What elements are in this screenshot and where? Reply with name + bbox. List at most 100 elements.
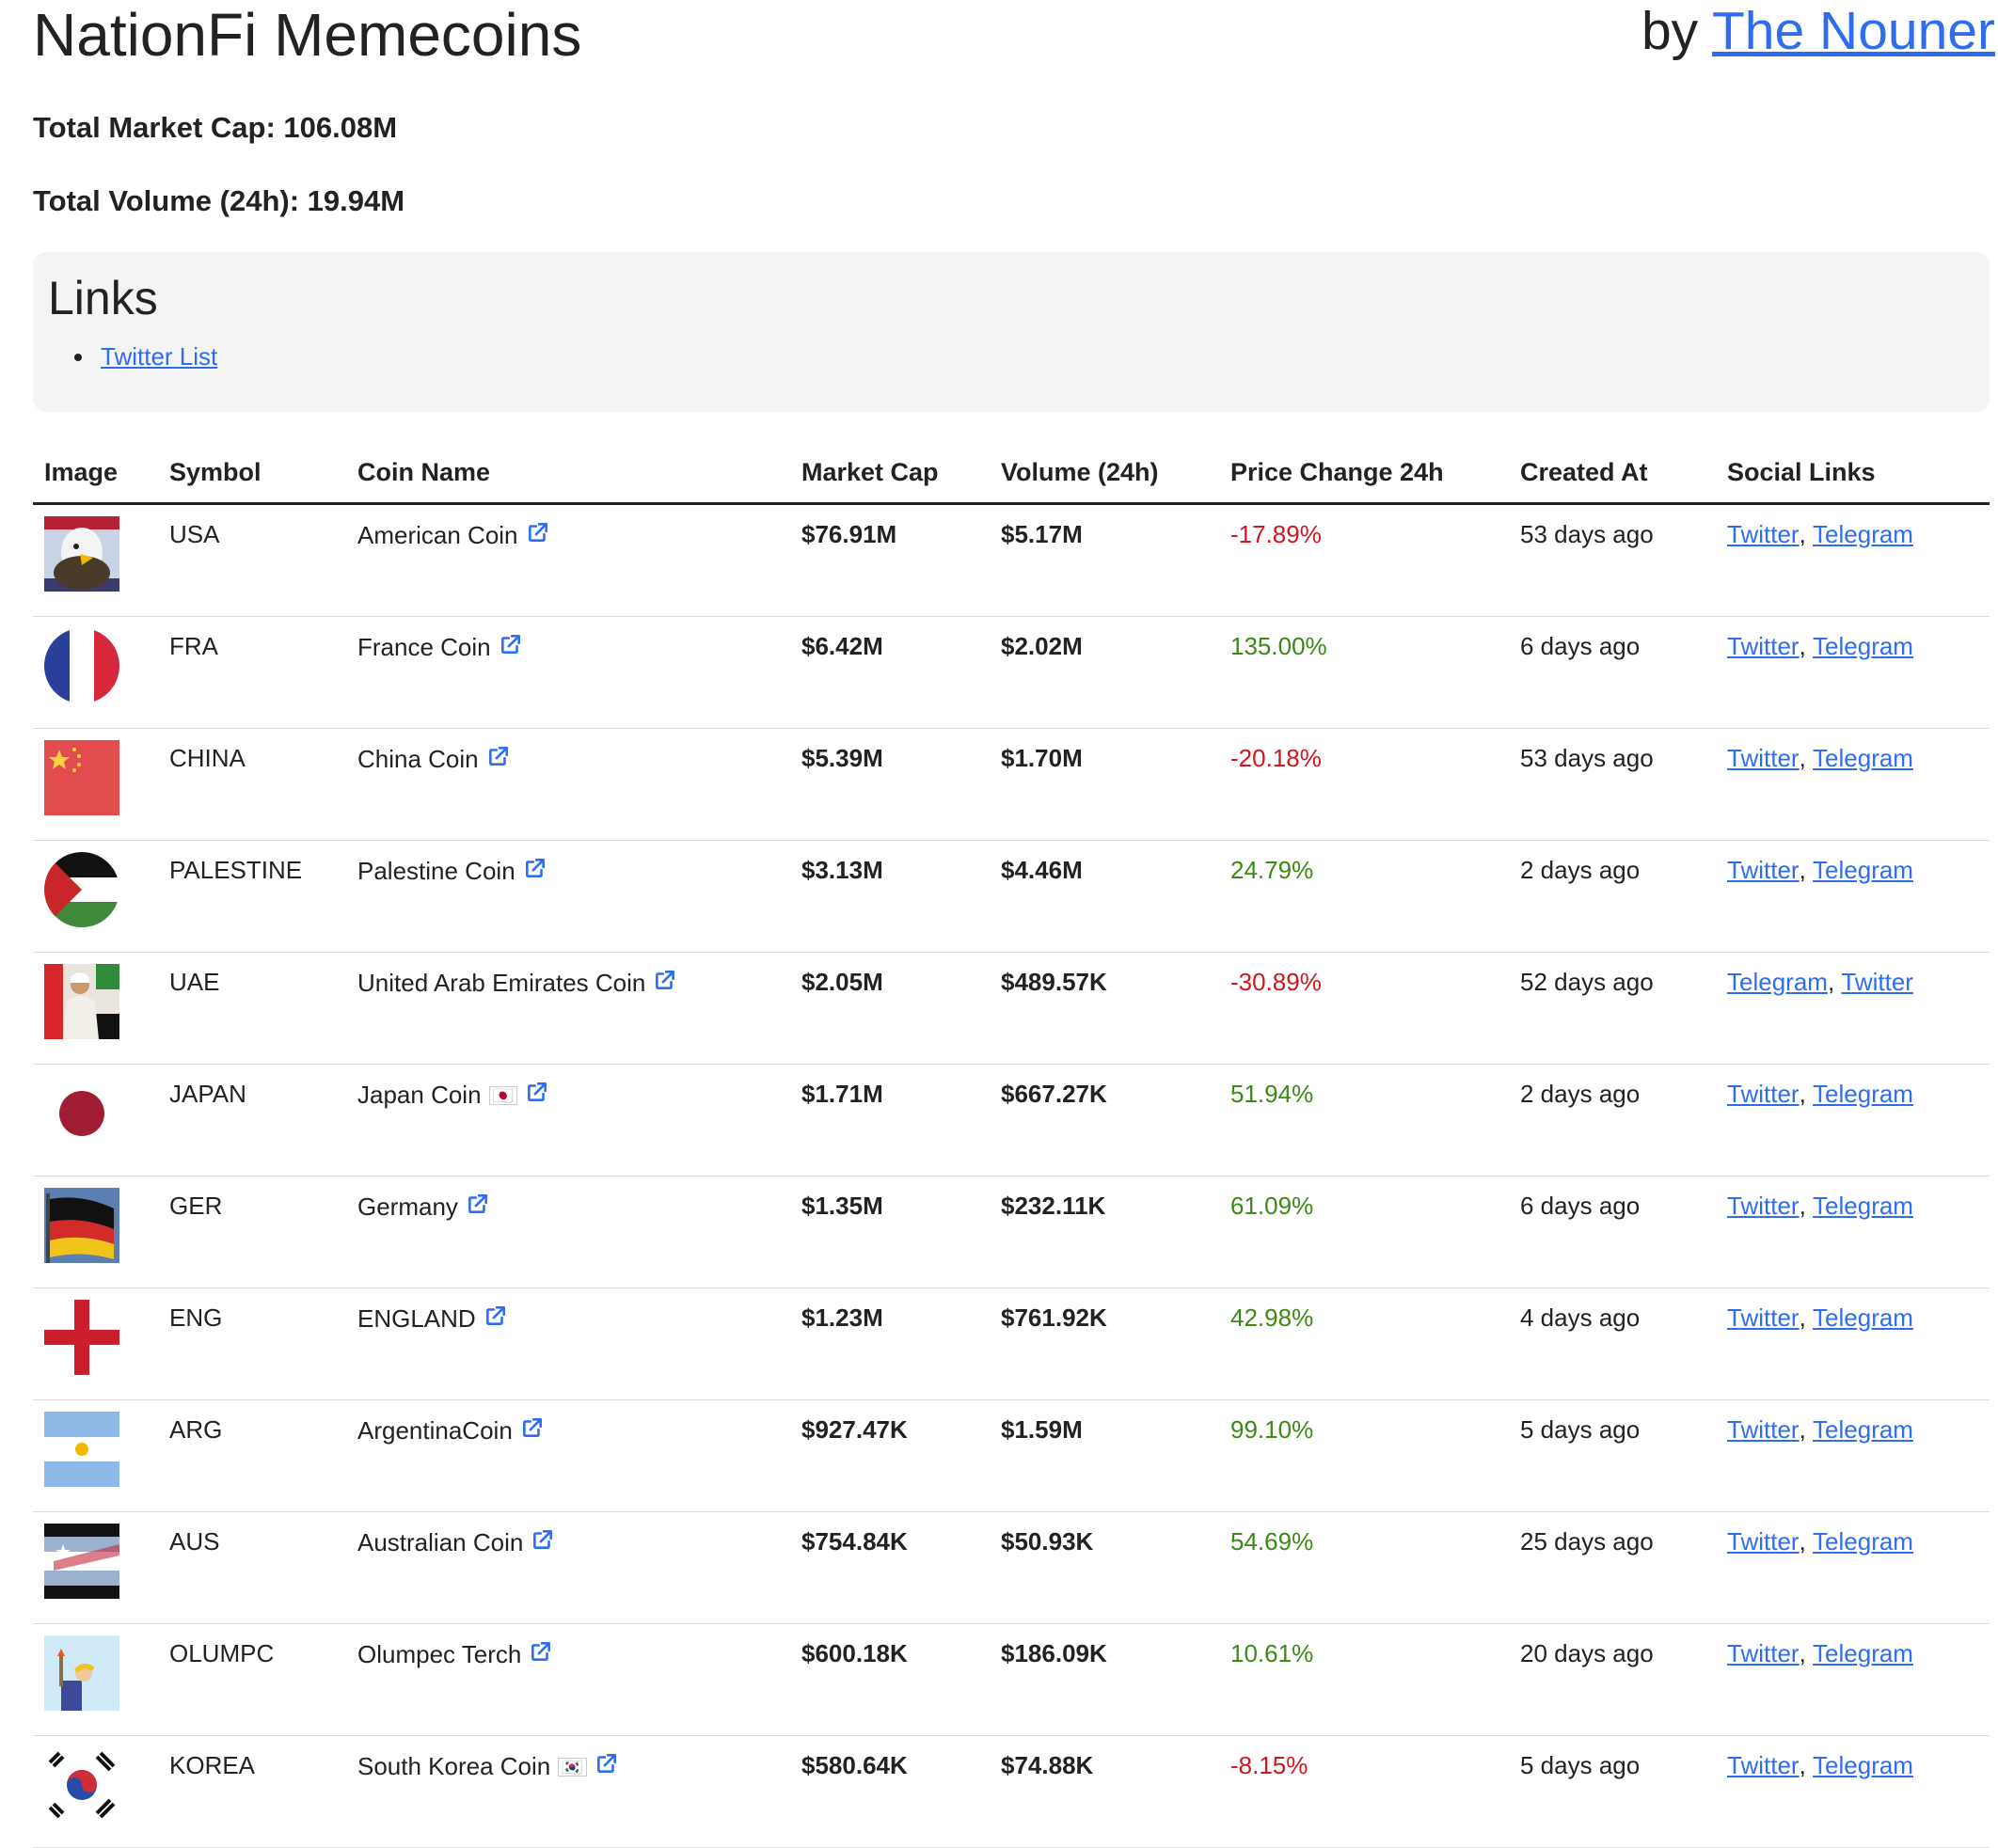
coin-name-cell: Germany	[346, 1176, 790, 1288]
price-change-cell: -20.18%	[1219, 728, 1509, 841]
col-header-volume: Volume (24h)	[990, 442, 1219, 505]
volume-value: $2.02M	[1001, 632, 1083, 660]
social-link-twitter[interactable]: Twitter	[1727, 856, 1800, 884]
market-cap-cell: $1.23M	[790, 1287, 990, 1400]
social-link-telegram[interactable]: Telegram	[1727, 968, 1828, 996]
external-link-icon[interactable]	[523, 856, 547, 887]
created-at-cell: 2 days ago	[1509, 1064, 1716, 1177]
social-link-telegram[interactable]: Telegram	[1813, 856, 1913, 884]
social-links-cell: Twitter, Telegram	[1716, 1511, 1990, 1624]
eagle-flag-image	[44, 516, 147, 592]
price-change-value: -20.18%	[1230, 744, 1322, 772]
coin-name: Olumpec Terch	[357, 1640, 522, 1668]
table-row: JAPAN Japan Coin 🇯🇵 $1.71M $667.27K 51.94% 2 d…	[33, 1064, 1990, 1177]
page: NationFi Memecoins by The Nouner Total M…	[33, 0, 1995, 1848]
external-link-icon[interactable]	[653, 968, 677, 999]
coin-symbol: OLUMPC	[169, 1639, 275, 1667]
market-cap-value: $600.18K	[801, 1639, 908, 1667]
external-link-icon[interactable]	[520, 1415, 545, 1446]
coin-image-cell	[33, 952, 158, 1065]
market-cap-value: $2.05M	[801, 968, 883, 996]
created-at-cell: 53 days ago	[1509, 728, 1716, 841]
created-at-cell: 2 days ago	[1509, 840, 1716, 953]
market-cap-value: $927.47K	[801, 1415, 908, 1444]
created-at-cell: 52 days ago	[1509, 952, 1716, 1065]
coin-symbol: ARG	[169, 1415, 223, 1444]
coin-image-cell	[33, 1399, 158, 1512]
social-link-twitter[interactable]: Twitter	[1727, 1080, 1800, 1108]
social-separator: ,	[1799, 1192, 1814, 1220]
social-link-twitter[interactable]: Twitter	[1727, 1751, 1800, 1779]
social-link-twitter[interactable]: Twitter	[1727, 520, 1800, 548]
market-cap-cell: $3.13M	[790, 840, 990, 953]
volume-value: $1.59M	[1001, 1415, 1083, 1444]
social-link-telegram[interactable]: Telegram	[1813, 1303, 1913, 1332]
symbol-cell: AUS	[158, 1511, 346, 1624]
social-link-telegram[interactable]: Telegram	[1813, 1751, 1913, 1779]
col-header-coin-name: Coin Name	[346, 442, 790, 505]
social-link-twitter[interactable]: Twitter	[1727, 1192, 1800, 1220]
social-separator: ,	[1799, 1415, 1814, 1444]
twitter-list-link[interactable]: Twitter List	[101, 342, 218, 371]
social-link-twitter[interactable]: Twitter	[1727, 1303, 1800, 1332]
links-panel: Links Twitter List	[33, 252, 1990, 412]
price-change-value: 24.79%	[1230, 856, 1314, 884]
social-link-telegram[interactable]: Telegram	[1813, 744, 1913, 772]
external-link-icon[interactable]	[531, 1527, 555, 1558]
social-links-cell: Telegram, Twitter	[1716, 952, 1990, 1065]
social-link-telegram[interactable]: Telegram	[1813, 1415, 1913, 1444]
coin-symbol: UAE	[169, 968, 220, 996]
external-link-icon[interactable]	[595, 1751, 619, 1782]
table-row: USA American Coin $76.91M $5.17M -17.89% 53 d…	[33, 503, 1990, 617]
coin-name: American Coin	[357, 521, 518, 549]
table-row: KOREA South Korea Coin 🇰🇷 $580.64K $74.88K -8…	[33, 1735, 1990, 1848]
volume-cell: $186.09K	[990, 1623, 1219, 1736]
symbol-cell: ARG	[158, 1399, 346, 1512]
coin-name-cell: American Coin	[346, 503, 790, 617]
social-link-telegram[interactable]: Telegram	[1813, 520, 1913, 548]
social-link-twitter[interactable]: Twitter	[1841, 968, 1913, 996]
symbol-cell: PALESTINE	[158, 840, 346, 953]
created-at-value: 2 days ago	[1520, 856, 1641, 884]
social-links-cell: Twitter, Telegram	[1716, 1623, 1990, 1736]
social-link-twitter[interactable]: Twitter	[1727, 1639, 1800, 1667]
coin-name-cell: ENGLAND	[346, 1287, 790, 1400]
symbol-cell: GER	[158, 1176, 346, 1288]
china-flag-image	[44, 740, 147, 815]
external-link-icon[interactable]	[525, 1080, 549, 1111]
social-link-telegram[interactable]: Telegram	[1813, 1527, 1913, 1556]
volume-value: $761.92K	[1001, 1303, 1107, 1332]
social-link-telegram[interactable]: Telegram	[1813, 1080, 1913, 1108]
social-link-telegram[interactable]: Telegram	[1813, 1639, 1913, 1667]
social-link-twitter[interactable]: Twitter	[1727, 1527, 1800, 1556]
social-link-twitter[interactable]: Twitter	[1727, 1415, 1800, 1444]
external-link-icon[interactable]	[486, 744, 511, 775]
external-link-icon[interactable]	[526, 520, 550, 551]
social-links-cell: Twitter, Telegram	[1716, 1287, 1990, 1400]
created-at-value: 6 days ago	[1520, 1192, 1641, 1220]
volume-cell: $761.92K	[990, 1287, 1219, 1400]
volume-cell: $50.93K	[990, 1511, 1219, 1624]
external-link-icon[interactable]	[529, 1639, 553, 1670]
created-at-value: 5 days ago	[1520, 1751, 1641, 1779]
external-link-icon[interactable]	[466, 1192, 490, 1223]
market-cap-value: $1.71M	[801, 1080, 883, 1108]
table-header-row: Image Symbol Coin Name Market Cap Volume…	[33, 442, 1990, 505]
price-change-value: 54.69%	[1230, 1527, 1314, 1556]
social-link-telegram[interactable]: Telegram	[1813, 1192, 1913, 1220]
created-at-cell: 4 days ago	[1509, 1287, 1716, 1400]
symbol-cell: CHINA	[158, 728, 346, 841]
market-cap-cell: $927.47K	[790, 1399, 990, 1512]
price-change-value: -17.89%	[1230, 520, 1322, 548]
created-at-value: 25 days ago	[1520, 1527, 1654, 1556]
social-link-telegram[interactable]: Telegram	[1813, 632, 1913, 660]
volume-cell: $489.57K	[990, 952, 1219, 1065]
external-link-icon[interactable]	[484, 1303, 508, 1335]
header: NationFi Memecoins by The Nouner	[33, 0, 1995, 75]
external-link-icon[interactable]	[499, 632, 523, 663]
author-link[interactable]: The Nouner	[1711, 1, 1995, 61]
social-link-twitter[interactable]: Twitter	[1727, 744, 1800, 772]
social-link-twitter[interactable]: Twitter	[1727, 632, 1800, 660]
volume-value: $489.57K	[1001, 968, 1107, 996]
created-at-cell: 6 days ago	[1509, 616, 1716, 729]
